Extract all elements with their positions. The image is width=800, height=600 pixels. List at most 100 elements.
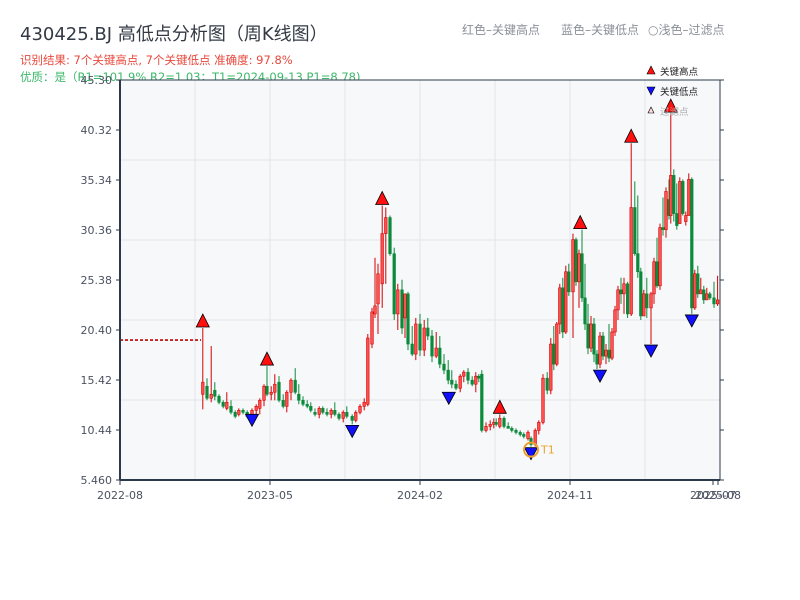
t1-label: T1 <box>540 444 555 457</box>
y-axis-ticks: 45.30 40.32 35.34 30.36 25.38 20.40 15.42 10.44… <box>81 74 724 487</box>
legend: 关键高点 关键低点 过滤点 <box>646 65 699 118</box>
x-tick-label: 2025-08 <box>695 489 741 502</box>
candle <box>438 336 442 369</box>
x-tick-label: 2024-02 <box>397 489 443 502</box>
key-high-marker-icon <box>259 351 275 366</box>
candle <box>470 376 474 387</box>
candle <box>484 422 488 433</box>
candle <box>450 370 454 389</box>
candle <box>345 406 349 419</box>
key-high-marker-icon <box>624 128 639 143</box>
candle <box>649 291 653 345</box>
candle <box>337 412 341 421</box>
legend-high-label: 关键高点 <box>660 66 699 78</box>
candle <box>693 269 697 310</box>
candle <box>595 350 599 370</box>
candle <box>301 396 305 407</box>
candle <box>373 257 377 318</box>
candle <box>541 374 545 425</box>
candle <box>652 257 656 304</box>
candle <box>598 332 602 369</box>
candle <box>664 187 668 238</box>
candle <box>498 414 502 429</box>
candle <box>474 372 478 393</box>
candle <box>205 378 209 401</box>
candle <box>607 323 611 363</box>
y-tick-label: 20.40 <box>81 324 113 337</box>
y-tick-label: 15.42 <box>81 374 113 387</box>
candle <box>384 207 388 284</box>
candle <box>241 408 245 415</box>
candle <box>325 408 329 417</box>
legend-red-high-note: 红色–关键高点 <box>462 23 541 37</box>
candle <box>217 394 221 405</box>
candle <box>636 195 640 278</box>
legend-low-label: 关键低点 <box>660 86 699 98</box>
key-low-marker-icon <box>523 447 539 461</box>
candle <box>526 430 530 441</box>
candle <box>604 344 608 365</box>
candle <box>333 402 337 417</box>
candle <box>715 275 720 306</box>
candle <box>262 384 266 407</box>
key-low-marker-icon <box>592 369 608 383</box>
candle <box>418 313 422 357</box>
candle <box>589 315 593 353</box>
candle <box>613 305 617 337</box>
candle <box>642 289 646 317</box>
candle <box>477 374 481 383</box>
candle <box>400 279 404 335</box>
candle <box>458 374 462 393</box>
candle <box>354 410 358 423</box>
candle <box>289 378 293 401</box>
candle <box>209 346 213 403</box>
chart-title: 430425.BJ 高低点分析图（周K线图） <box>20 24 328 45</box>
candle <box>577 249 581 308</box>
candle <box>281 394 285 409</box>
candle <box>410 325 414 357</box>
candle <box>221 400 225 409</box>
candle <box>699 277 703 295</box>
candle <box>229 400 233 415</box>
candle <box>655 237 659 288</box>
key-high-marker-icon <box>375 190 390 205</box>
high-marker-icon <box>646 65 656 75</box>
candle <box>702 285 706 304</box>
candle <box>434 332 438 359</box>
candle <box>629 143 633 316</box>
candle <box>380 205 384 308</box>
candle <box>601 332 605 361</box>
candle <box>403 293 407 339</box>
candle <box>265 366 269 397</box>
candle <box>502 416 506 429</box>
candle <box>645 277 649 318</box>
candles <box>201 113 720 447</box>
candle <box>362 398 366 411</box>
candle <box>426 317 430 341</box>
candle <box>254 404 258 415</box>
candle <box>687 173 691 216</box>
candle <box>684 211 688 226</box>
candle <box>313 408 317 417</box>
candle <box>269 386 273 401</box>
candle <box>406 291 410 351</box>
candle <box>564 265 568 335</box>
candle <box>537 420 541 435</box>
y-tick-label: 30.36 <box>81 224 113 237</box>
candle <box>422 319 426 357</box>
x-axis-ticks: 2022-08 2023-05 2024-02 2024-11 2025-072025-… <box>97 480 741 502</box>
legend-light-filtered-note: ○浅色–过滤点 <box>648 23 725 37</box>
candle <box>681 179 685 216</box>
candle <box>619 277 623 304</box>
candle <box>388 215 392 256</box>
y-tick-label: 35.34 <box>81 174 113 187</box>
candle <box>658 223 662 290</box>
candle <box>580 229 584 302</box>
candle <box>708 291 712 300</box>
candle <box>639 267 643 320</box>
candle <box>273 374 277 401</box>
key-low-marker-icon <box>244 413 260 428</box>
candle <box>549 338 553 395</box>
candle <box>309 402 313 413</box>
